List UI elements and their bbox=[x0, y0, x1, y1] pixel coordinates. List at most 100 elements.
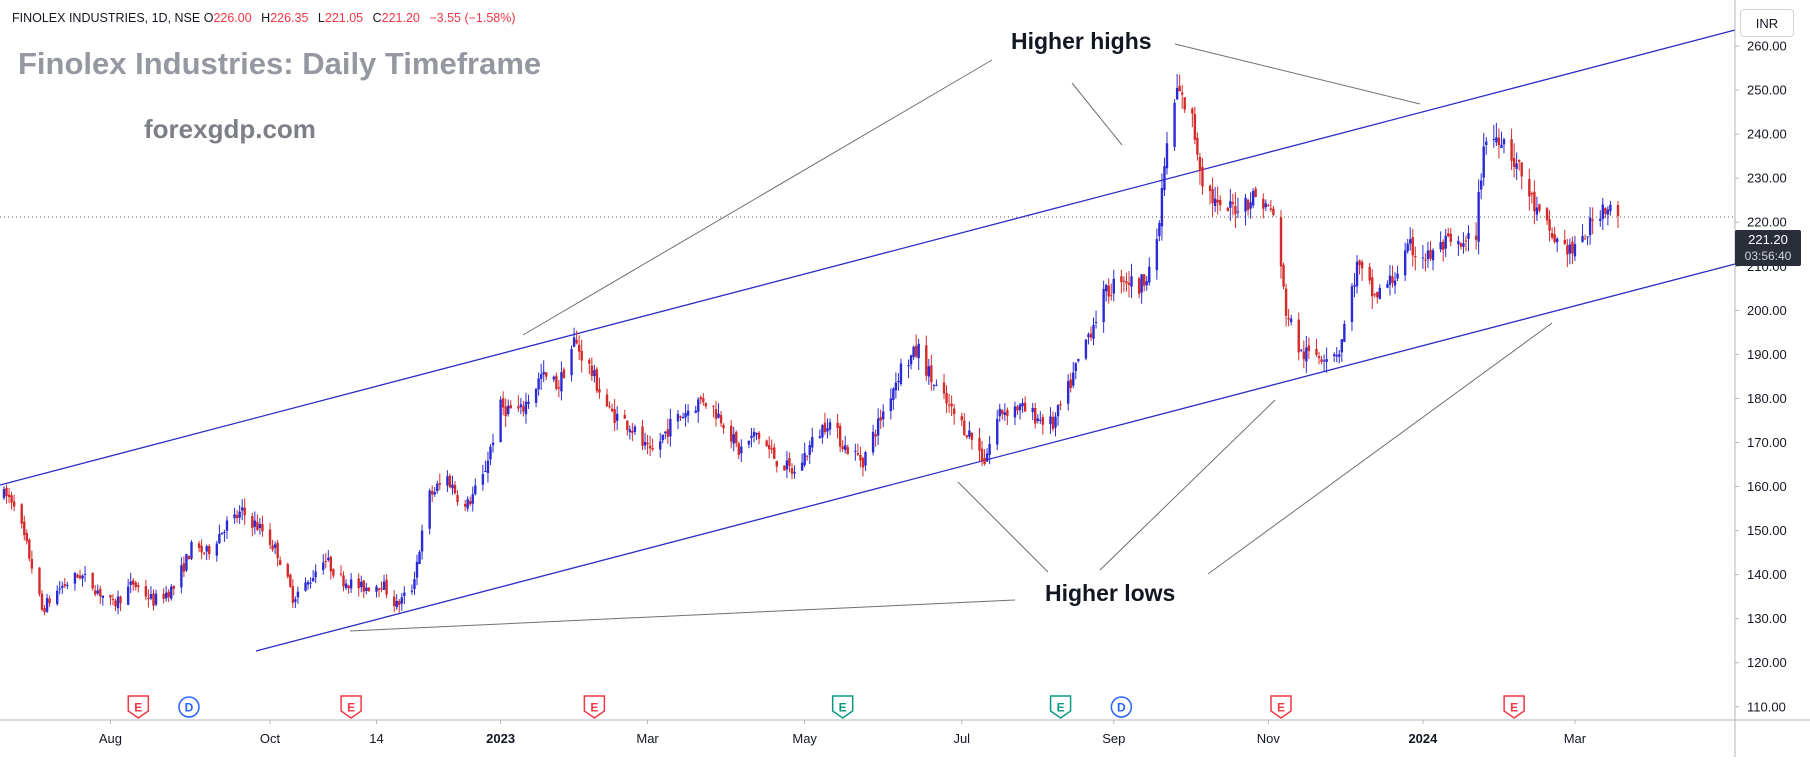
candle-body bbox=[101, 595, 105, 598]
candle-body bbox=[590, 365, 594, 376]
candle-body bbox=[433, 492, 436, 495]
candle-body bbox=[1550, 233, 1554, 238]
candle-body bbox=[91, 572, 94, 589]
candle-body bbox=[790, 468, 794, 474]
annotation-pointer-1 bbox=[522, 59, 993, 336]
candle-body bbox=[527, 401, 530, 405]
candle-body bbox=[144, 586, 148, 597]
candle-body bbox=[314, 571, 317, 578]
candle-body bbox=[271, 545, 274, 550]
candle-body bbox=[507, 405, 510, 415]
candle-body bbox=[1089, 333, 1093, 338]
candle-body bbox=[1023, 402, 1027, 412]
candle-body bbox=[1373, 294, 1376, 296]
candle-body bbox=[889, 398, 893, 411]
candle-body bbox=[1110, 295, 1113, 297]
candle-body bbox=[686, 410, 690, 416]
candle-body bbox=[935, 385, 938, 387]
y-tick-label: 190.00 bbox=[1747, 347, 1787, 362]
earnings-badge: E bbox=[831, 695, 854, 719]
candle-body bbox=[1355, 261, 1359, 287]
candle-body bbox=[598, 389, 601, 393]
candle-body bbox=[859, 454, 862, 461]
candle-body bbox=[1545, 208, 1549, 221]
candle-body bbox=[821, 425, 824, 438]
badge-label: E bbox=[347, 701, 355, 715]
candle-body bbox=[1421, 257, 1425, 259]
candle-body bbox=[927, 366, 931, 377]
candle-body bbox=[1376, 291, 1379, 298]
candle-body bbox=[509, 405, 512, 409]
candle-body bbox=[339, 573, 343, 575]
candle-body bbox=[1528, 179, 1531, 197]
candle-body bbox=[1606, 209, 1610, 215]
candle-body bbox=[30, 559, 34, 569]
candle-body bbox=[1051, 416, 1055, 429]
candle-body bbox=[684, 413, 687, 418]
candle-body bbox=[58, 588, 61, 590]
candle-body bbox=[1431, 250, 1435, 261]
candle-body bbox=[403, 592, 406, 596]
low-label: L bbox=[317, 11, 325, 25]
earnings-badge: E bbox=[127, 695, 150, 719]
candle-body bbox=[1343, 324, 1346, 342]
candle-body bbox=[1479, 180, 1483, 190]
candle-body bbox=[197, 543, 201, 548]
candle-body bbox=[1391, 276, 1394, 283]
candle-body bbox=[1021, 402, 1024, 407]
candle-body bbox=[448, 475, 452, 488]
candle-body bbox=[947, 404, 951, 406]
candle-body bbox=[469, 500, 472, 505]
candle-body bbox=[666, 429, 670, 437]
candle-body bbox=[200, 545, 203, 553]
candle-body bbox=[1335, 355, 1338, 357]
candle-body bbox=[894, 382, 898, 391]
candle-body bbox=[1406, 243, 1409, 252]
candle-body bbox=[623, 415, 626, 419]
candle-body bbox=[871, 431, 875, 453]
candle-body bbox=[1512, 158, 1516, 168]
candle-body bbox=[755, 432, 758, 435]
candle-body bbox=[737, 443, 740, 455]
candle-body bbox=[874, 434, 877, 437]
candle-body bbox=[1158, 223, 1161, 237]
candle-body bbox=[694, 410, 697, 413]
candle-body bbox=[154, 593, 158, 605]
badge-shape bbox=[1049, 695, 1072, 719]
candle-body bbox=[1267, 205, 1270, 207]
candle-body bbox=[646, 442, 649, 445]
candle-body bbox=[182, 563, 186, 572]
y-tick-label: 220.00 bbox=[1747, 215, 1787, 230]
candle-body bbox=[1609, 204, 1612, 212]
candle-body bbox=[164, 592, 168, 599]
low-value: 221.05 bbox=[324, 11, 364, 25]
candle-body bbox=[1495, 137, 1498, 143]
candle-body bbox=[882, 411, 885, 420]
candle-body bbox=[1441, 241, 1445, 251]
candle-body bbox=[1039, 419, 1042, 421]
candle-body bbox=[1244, 197, 1247, 212]
candle-body bbox=[907, 364, 910, 367]
candle-body bbox=[773, 447, 776, 459]
candle-body bbox=[1482, 146, 1485, 178]
candle-body bbox=[1601, 204, 1604, 219]
y-tick-label: 230.00 bbox=[1747, 171, 1787, 186]
candle-body bbox=[613, 409, 616, 424]
candle-body bbox=[519, 404, 523, 408]
currency-button[interactable]: INR bbox=[1740, 9, 1794, 37]
candle-body bbox=[415, 561, 419, 578]
candle-body bbox=[1269, 208, 1273, 210]
candle-body bbox=[1568, 244, 1572, 254]
candle-body bbox=[1588, 217, 1592, 236]
candle-body bbox=[504, 406, 507, 417]
candle-body bbox=[327, 557, 330, 561]
candle-body bbox=[1307, 345, 1311, 352]
candle-body bbox=[1036, 418, 1039, 422]
candle-body bbox=[998, 408, 1001, 417]
candle-body bbox=[1315, 349, 1318, 355]
candle-body bbox=[1548, 219, 1551, 231]
candle-body bbox=[365, 587, 368, 591]
candle-body bbox=[1279, 217, 1283, 267]
candle-body bbox=[190, 542, 193, 559]
